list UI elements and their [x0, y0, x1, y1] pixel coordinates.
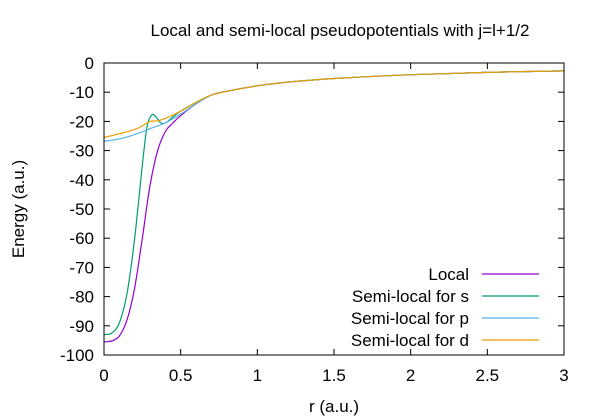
y-tick-label: -60: [69, 229, 94, 248]
x-tick-label: 2.5: [476, 366, 500, 385]
y-tick-label: -20: [69, 112, 94, 131]
y-tick-label: -70: [69, 258, 94, 277]
x-tick-label: 2: [406, 366, 415, 385]
x-tick-label: 1.5: [322, 366, 346, 385]
y-tick-label: -50: [69, 200, 94, 219]
y-tick-label: -10: [69, 83, 94, 102]
y-tick-label: -30: [69, 142, 94, 161]
legend-label: Semi-local for s: [352, 287, 469, 306]
legend: Local Semi-local for s Semi-local for p Sem…: [351, 265, 539, 350]
y-tick-label: -80: [69, 288, 94, 307]
y-axis-label: Energy (a.u.): [9, 160, 28, 258]
plot-frame: [103, 62, 565, 356]
y-tick-label: 0: [85, 54, 94, 73]
legend-label: Semi-local for d: [351, 331, 469, 350]
chart-title: Local and semi-local pseudopotentials wi…: [151, 21, 530, 40]
y-tick-label: -90: [69, 317, 94, 336]
x-tick-label: 3: [559, 366, 568, 385]
series-line-4: [103, 70, 565, 139]
x-tick-label: 1: [253, 366, 262, 385]
tick-layer: 0 -10 -20 -30 -40 -50 -60 -70 -80 -90 -100 0 0.5 1 1.5…: [60, 54, 569, 385]
x-axis-label: r (a.u.): [309, 397, 359, 416]
legend-label: Semi-local for p: [351, 309, 469, 328]
x-tick-label: 0: [99, 366, 108, 385]
y-tick-label: -40: [69, 171, 94, 190]
series-layer: [103, 70, 565, 343]
y-tick-label: -100: [60, 346, 94, 365]
x-tick-label: 0.5: [169, 366, 193, 385]
legend-label: Local: [428, 265, 469, 284]
